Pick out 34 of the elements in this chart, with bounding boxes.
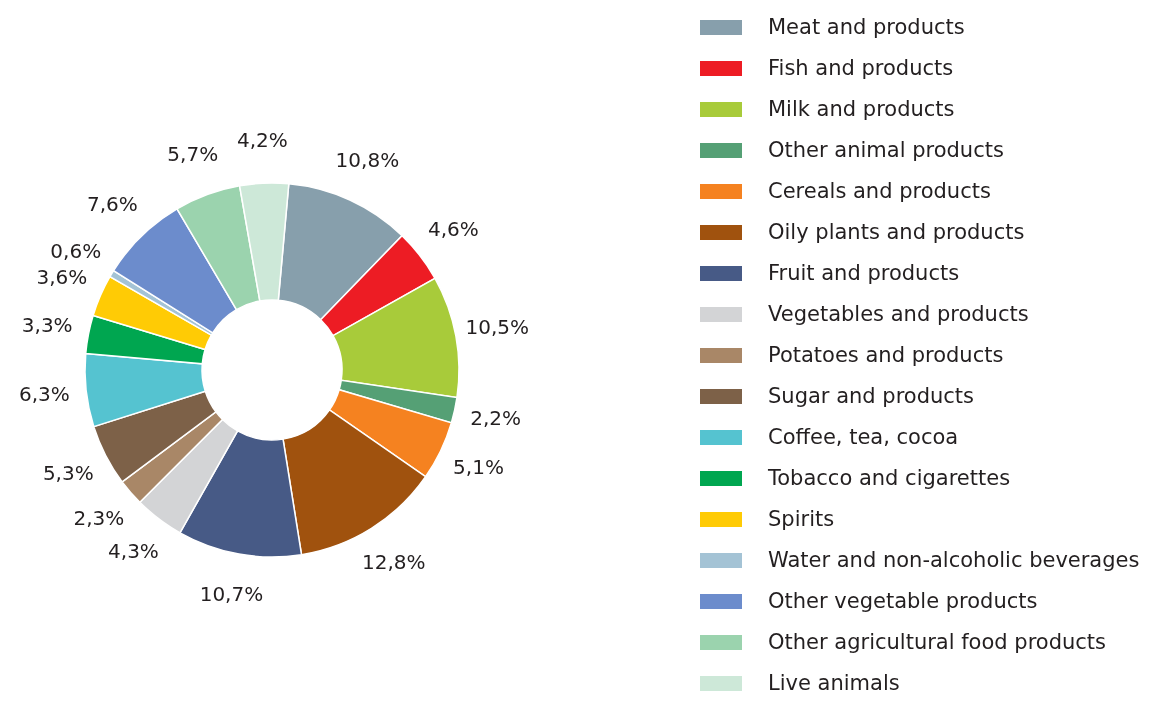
legend-label: Other agricultural food products (768, 630, 1107, 654)
data-label: 6,3% (18, 381, 70, 406)
legend-label: Other animal products (768, 138, 1004, 162)
legend-label: Live animals (768, 671, 900, 695)
legend-label: Meat and products (768, 15, 965, 39)
data-label: 4,6% (427, 216, 479, 241)
legend-label: Potatoes and products (768, 343, 1004, 367)
data-label: 5,7% (167, 141, 219, 166)
data-label: 3,3% (21, 312, 73, 337)
data-label: 10,7% (199, 581, 264, 606)
legend-label: Other vegetable products (768, 589, 1038, 613)
data-label: 2,3% (73, 506, 125, 531)
legend-label: Water and non-alcoholic beverages (768, 548, 1140, 572)
data-label: 3,6% (36, 265, 88, 290)
legend-label: Spirits (768, 507, 835, 531)
legend-label: Oily plants and products (768, 220, 1025, 244)
legend-label: Vegetables and products (768, 302, 1029, 326)
data-label: 5,1% (453, 455, 504, 480)
data-label: 4,3% (108, 538, 159, 563)
data-label: 5,3% (42, 461, 94, 486)
data-label: 10,8% (335, 148, 400, 173)
data-label: 4,2% (236, 127, 288, 152)
legend-label: Sugar and products (768, 384, 975, 408)
legend-label: Milk and products (768, 97, 955, 121)
legend-label: Tobacco and cigarettes (767, 466, 1011, 490)
legend-label: Coffee, tea, cocoa (768, 425, 959, 449)
data-label: 10,5% (465, 315, 529, 340)
data-label: 0,6% (50, 238, 102, 263)
data-label: 7,6% (86, 192, 138, 217)
data-label: 2,2% (470, 405, 522, 430)
legend-label: Cereals and products (768, 179, 991, 203)
legend-label: Fruit and products (768, 261, 960, 285)
legend-label: Fish and products (768, 56, 954, 80)
data-label: 12,8% (362, 550, 426, 575)
